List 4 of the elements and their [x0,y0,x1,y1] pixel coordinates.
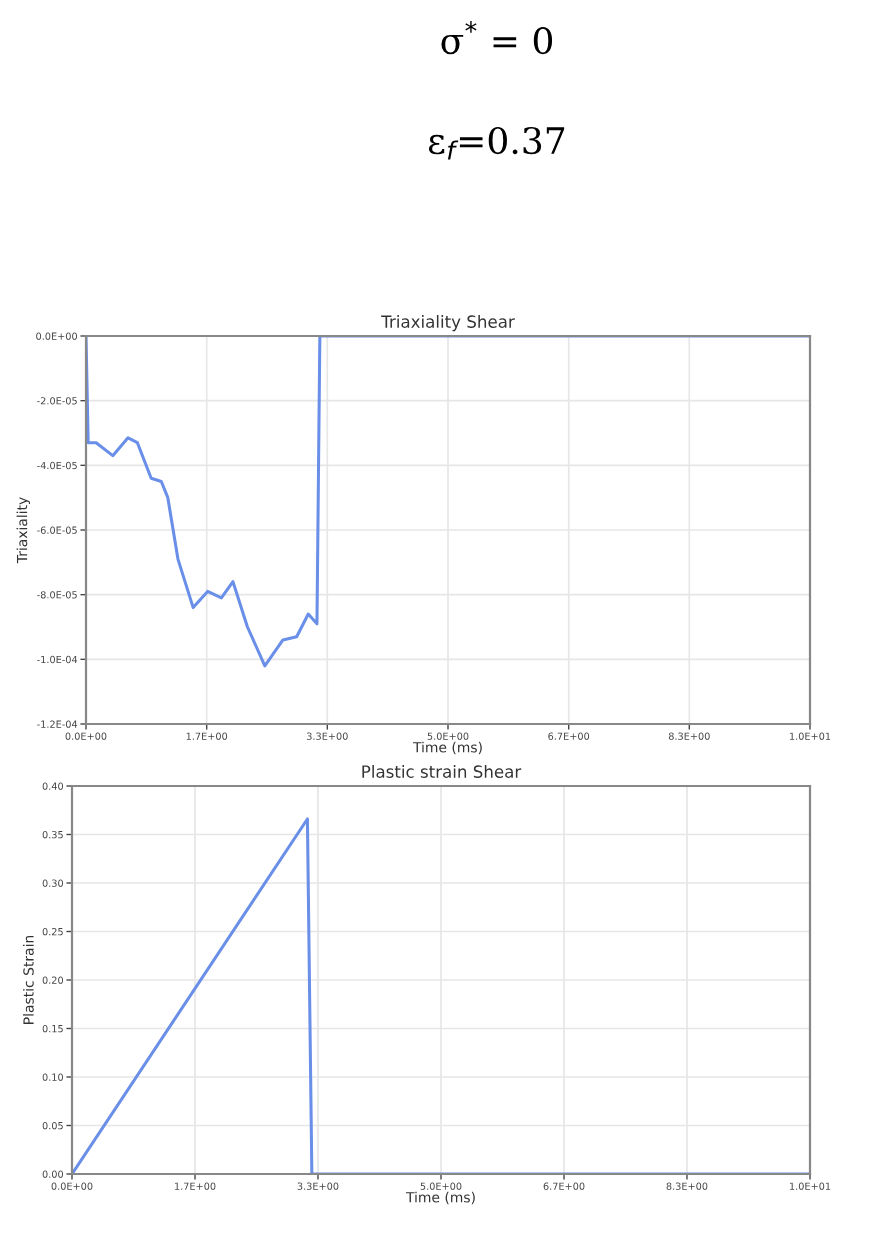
chart-title: Plastic strain Shear [362,765,522,778]
chart-title: Triaxiality Shear [381,315,515,332]
text: ε$_{f}$=0.37 [428,126,565,160]
text: σ$^{*}$ = 0 [441,21,553,55]
